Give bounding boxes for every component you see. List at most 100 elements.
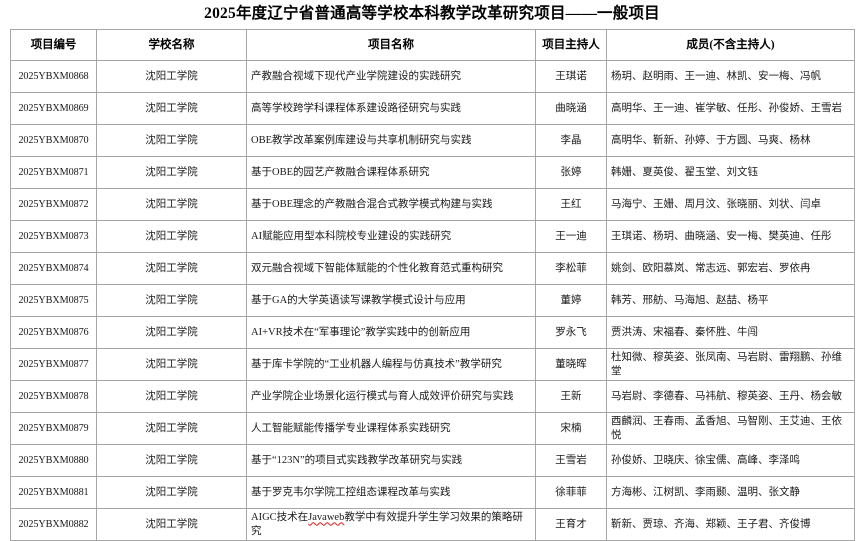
cell-school: 沈阳工学院 xyxy=(96,124,247,158)
cell-name: 基于罗克韦尔学院工控组态课程改革与实践 xyxy=(246,476,536,510)
table-row: 2025YBXM0869 沈阳工学院 高等学校跨学科课程体系建设路径研究与实践 曲晓涵… xyxy=(10,92,855,126)
cell-id: 2025YBXM0880 xyxy=(10,444,97,478)
cell-school: 沈阳工学院 xyxy=(96,60,247,94)
cell-id: 2025YBXM0875 xyxy=(10,284,97,318)
cell-members: 韩姗、夏英俊、翟玉堂、刘文钰 xyxy=(606,156,855,190)
column-header-members: 成员(不含主持人) xyxy=(606,29,855,62)
spellcheck-underlined-term: Javaweb xyxy=(308,512,345,524)
cell-leader: 徐菲菲 xyxy=(535,476,607,510)
cell-name: 基于库卡学院的“工业机器人编程与仿真技术”教学研究 xyxy=(246,348,536,382)
table-row: 2025YBXM0870 沈阳工学院 OBE教学改革案例库建设与共享机制研究与实践李… xyxy=(10,124,855,158)
cell-name: OBE教学改革案例库建设与共享机制研究与实践 xyxy=(246,124,536,158)
cell-school: 沈阳工学院 xyxy=(96,348,247,382)
cell-id: 2025YBXM0871 xyxy=(10,156,97,190)
table-row: 2025YBXM0882 沈阳工学院 AIGC技术在Javaweb教学中有效提升学生… xyxy=(10,508,855,541)
cell-members: 酉麟润、王春雨、孟香旭、马智刚、王艾迪、王依悦 xyxy=(606,412,855,446)
cell-members: 马海宁、王姗、周月汶、张晓丽、刘状、闫卓 xyxy=(606,188,855,222)
cell-id: 2025YBXM0882 xyxy=(10,508,97,541)
cell-name: 基于OBE的园艺产教融合课程体系研究 xyxy=(246,156,536,190)
cell-leader: 王育才 xyxy=(535,508,607,541)
cell-id: 2025YBXM0879 xyxy=(10,412,97,446)
cell-members: 高明华、靳新、孙婷、于方圆、马爽、杨林 xyxy=(606,124,855,158)
cell-name: 产教融合视域下现代产业学院建设的实践研究 xyxy=(246,60,536,94)
cell-school: 沈阳工学院 xyxy=(96,444,247,478)
cell-leader: 宋楠 xyxy=(535,412,607,446)
cell-school: 沈阳工学院 xyxy=(96,412,247,446)
cell-id: 2025YBXM0873 xyxy=(10,220,97,254)
table-row: 2025YBXM0881 沈阳工学院 基于罗克韦尔学院工控组态课程改革与实践 徐菲菲方… xyxy=(10,476,855,510)
cell-school: 沈阳工学院 xyxy=(96,220,247,254)
table-row: 2025YBXM0875 沈阳工学院 基于GA的大学英语读写课教学模式设计与应用 董婷… xyxy=(10,284,855,318)
column-header-school: 学校名称 xyxy=(96,29,247,62)
table-row: 2025YBXM0879 沈阳工学院 人工智能赋能传播学专业课程体系实践研究 宋楠 酉麟… xyxy=(10,412,855,446)
cell-leader: 曲晓涵 xyxy=(535,92,607,126)
page-title: 2025年度辽宁省普通高等学校本科教学改革研究项目——一般项目 xyxy=(204,5,660,22)
table-body: 2025YBXM0868 沈阳工学院 产教融合视域下现代产业学院建设的实践研究 王琪诺… xyxy=(10,60,855,541)
table-row: 2025YBXM0872 沈阳工学院 基于OBE理念的产教融合混合式教学模式构建与实… xyxy=(10,188,855,222)
cell-id: 2025YBXM0877 xyxy=(10,348,97,382)
cell-leader: 王雪岩 xyxy=(535,444,607,478)
cell-id: 2025YBXM0881 xyxy=(10,476,97,510)
cell-name: 人工智能赋能传播学专业课程体系实践研究 xyxy=(246,412,536,446)
header-row: 项目编号 学校名称 项目名称 项目主持人 成员(不含主持人) xyxy=(10,29,855,62)
cell-school: 沈阳工学院 xyxy=(96,156,247,190)
cell-name: 高等学校跨学科课程体系建设路径研究与实践 xyxy=(246,92,536,126)
column-header-project-name: 项目名称 xyxy=(246,29,536,62)
cell-id: 2025YBXM0874 xyxy=(10,252,97,286)
cell-id: 2025YBXM0872 xyxy=(10,188,97,222)
cell-leader: 张婷 xyxy=(535,156,607,190)
cell-members: 靳新、贾琼、齐海、郑颖、王子君、齐俊博 xyxy=(606,508,855,541)
cell-leader: 李松菲 xyxy=(535,252,607,286)
cell-school: 沈阳工学院 xyxy=(96,508,247,541)
table-row: 2025YBXM0873 沈阳工学院 AI赋能应用型本科院校专业建设的实践研究 王一迪… xyxy=(10,220,855,254)
cell-school: 沈阳工学院 xyxy=(96,316,247,350)
cell-leader: 王琪诺 xyxy=(535,60,607,94)
cell-id: 2025YBXM0868 xyxy=(10,60,97,94)
cell-name: AI赋能应用型本科院校专业建设的实践研究 xyxy=(246,220,536,254)
cell-leader: 董晓晖 xyxy=(535,348,607,382)
cell-id: 2025YBXM0878 xyxy=(10,380,97,414)
cell-members: 马岩尉、李德春、马祎航、穆英姿、王丹、杨会敏 xyxy=(606,380,855,414)
cell-id: 2025YBXM0869 xyxy=(10,92,97,126)
cell-school: 沈阳工学院 xyxy=(96,284,247,318)
cell-name: 基于OBE理念的产教融合混合式教学模式构建与实践 xyxy=(246,188,536,222)
cell-id: 2025YBXM0876 xyxy=(10,316,97,350)
cell-school: 沈阳工学院 xyxy=(96,380,247,414)
cell-school: 沈阳工学院 xyxy=(96,252,247,286)
cell-name: 基于“123N”的项目式实践教学改革研究与实践 xyxy=(246,444,536,478)
cell-members: 杨玥、赵明雨、王一迪、林凯、安一梅、冯帆 xyxy=(606,60,855,94)
cell-members: 杜知微、穆英姿、张凤南、马岩尉、雷翔鹏、孙维堂 xyxy=(606,348,855,382)
cell-school: 沈阳工学院 xyxy=(96,476,247,510)
cell-name: 基于GA的大学英语读写课教学模式设计与应用 xyxy=(246,284,536,318)
table-row: 2025YBXM0874 沈阳工学院 双元融合视域下智能体赋能的个性化教育范式重构研… xyxy=(10,252,855,286)
cell-members: 韩芳、邢舫、马海旭、赵喆、杨平 xyxy=(606,284,855,318)
cell-leader: 罗永飞 xyxy=(535,316,607,350)
cell-members: 方海彬、江树凯、李雨颞、温明、张文静 xyxy=(606,476,855,510)
cell-leader: 李晶 xyxy=(535,124,607,158)
cell-name: 双元融合视域下智能体赋能的个性化教育范式重构研究 xyxy=(246,252,536,286)
column-header-project-id: 项目编号 xyxy=(10,29,97,62)
column-header-leader: 项目主持人 xyxy=(535,29,607,62)
cell-name: AIGC技术在Javaweb教学中有效提升学生学习效果的策略研究 xyxy=(246,508,536,541)
cell-leader: 王一迪 xyxy=(535,220,607,254)
cell-members: 姚剑、欧阳慕岚、常志远、郭宏岩、罗依冉 xyxy=(606,252,855,286)
table-row: 2025YBXM0876 沈阳工学院 AI+VR技术在“军事理论”教学实践中的创新应… xyxy=(10,316,855,350)
cell-members: 王琪诺、杨玥、曲晓涵、安一梅、樊英迪、任彤 xyxy=(606,220,855,254)
table-row: 2025YBXM0878 沈阳工学院 产业学院企业场景化运行模式与育人成效评价研究与… xyxy=(10,380,855,414)
cell-leader: 王新 xyxy=(535,380,607,414)
cell-school: 沈阳工学院 xyxy=(96,188,247,222)
cell-name: 产业学院企业场景化运行模式与育人成效评价研究与实践 xyxy=(246,380,536,414)
project-name-prefix: AIGC技术在 xyxy=(251,512,309,524)
cell-leader: 董婷 xyxy=(535,284,607,318)
cell-leader: 王红 xyxy=(535,188,607,222)
cell-members: 高明华、王一迪、崔学敏、任彤、孙俊娇、王雪岩 xyxy=(606,92,855,126)
cell-school: 沈阳工学院 xyxy=(96,92,247,126)
cell-members: 孙俊娇、卫晓庆、徐宝儒、高峰、李泽鸣 xyxy=(606,444,855,478)
table-row: 2025YBXM0880 沈阳工学院 基于“123N”的项目式实践教学改革研究与实践… xyxy=(10,444,855,478)
cell-members: 贾洪涛、宋福春、秦怀胜、牛闯 xyxy=(606,316,855,350)
projects-table: 项目编号 学校名称 项目名称 项目主持人 成员(不含主持人) 2025YBXM0… xyxy=(10,29,855,541)
table-header: 项目编号 学校名称 项目名称 项目主持人 成员(不含主持人) xyxy=(10,29,855,62)
table-container: 项目编号 学校名称 项目名称 项目主持人 成员(不含主持人) 2025YBXM0… xyxy=(0,29,864,541)
table-row: 2025YBXM0877 沈阳工学院 基于库卡学院的“工业机器人编程与仿真技术”教学… xyxy=(10,348,855,382)
document-page: 2025年度辽宁省普通高等学校本科教学改革研究项目——一般项目 项目编号 学校名… xyxy=(10,5,855,541)
